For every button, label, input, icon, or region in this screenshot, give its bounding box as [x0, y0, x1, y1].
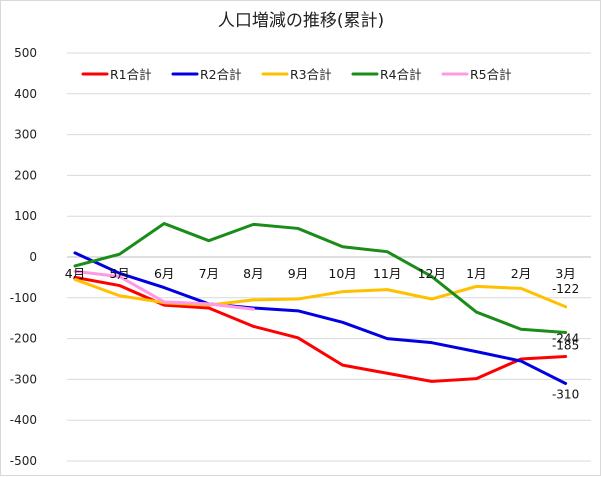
- x-tick-label: 1月: [466, 266, 486, 281]
- y-tick-label: -400: [10, 413, 37, 427]
- legend-entry: R4合計: [380, 67, 422, 82]
- legend-entry: R2合計: [200, 67, 242, 82]
- series-line: [73, 251, 568, 385]
- y-tick-label: -100: [10, 291, 37, 305]
- y-tick-label: -300: [10, 372, 37, 386]
- y-tick-label: 500: [14, 46, 37, 60]
- legend: R1合計 R2合計 R3合計 R4合計 R5合計: [81, 67, 512, 82]
- gridlines: [67, 52, 591, 462]
- y-axis-ticks: 500 400 300 200 100 0 -100 -200 -300 -400 -500: [10, 46, 37, 468]
- y-tick-label: 100: [14, 209, 37, 223]
- y-tick-label: 0: [29, 250, 37, 264]
- y-tick-label: 400: [14, 87, 37, 101]
- y-tick-label: 200: [14, 168, 37, 182]
- x-tick-label: 3月: [555, 266, 575, 281]
- y-tick-label: 300: [14, 128, 37, 142]
- data-labels: -122 -185-244 -310: [552, 282, 579, 402]
- x-axis-ticks: 4月 5月 6月 7月 8月 9月 10月 11月 12月 1月 2月 3月: [65, 266, 576, 281]
- x-tick-label: 5月: [109, 266, 129, 281]
- x-tick-label: 7月: [199, 266, 219, 281]
- y-tick-label: -500: [10, 454, 37, 468]
- data-label: -310: [552, 387, 579, 401]
- x-tick-label: 9月: [288, 266, 308, 281]
- x-tick-label: 12月: [418, 266, 446, 281]
- series-line: [73, 277, 568, 309]
- x-tick-label: 6月: [154, 266, 174, 281]
- y-tick-label: -200: [10, 332, 37, 346]
- data-label: -244: [552, 332, 579, 346]
- x-tick-label: 8月: [243, 266, 263, 281]
- x-tick-label: 11月: [373, 266, 401, 281]
- x-tick-label: 2月: [511, 266, 531, 281]
- x-tick-label: 4月: [65, 266, 85, 281]
- data-label: -122: [552, 282, 579, 296]
- chart-title: 人口増減の推移(累計): [218, 11, 384, 31]
- legend-entry: R3合計: [290, 67, 332, 82]
- x-tick-label: 10月: [328, 266, 356, 281]
- legend-entry: R1合計: [110, 67, 152, 82]
- series-line: [73, 269, 255, 311]
- data-label: -185: [552, 338, 579, 352]
- series-lines: [73, 222, 568, 385]
- series-line: [73, 222, 568, 334]
- legend-entry: R5合計: [470, 67, 512, 82]
